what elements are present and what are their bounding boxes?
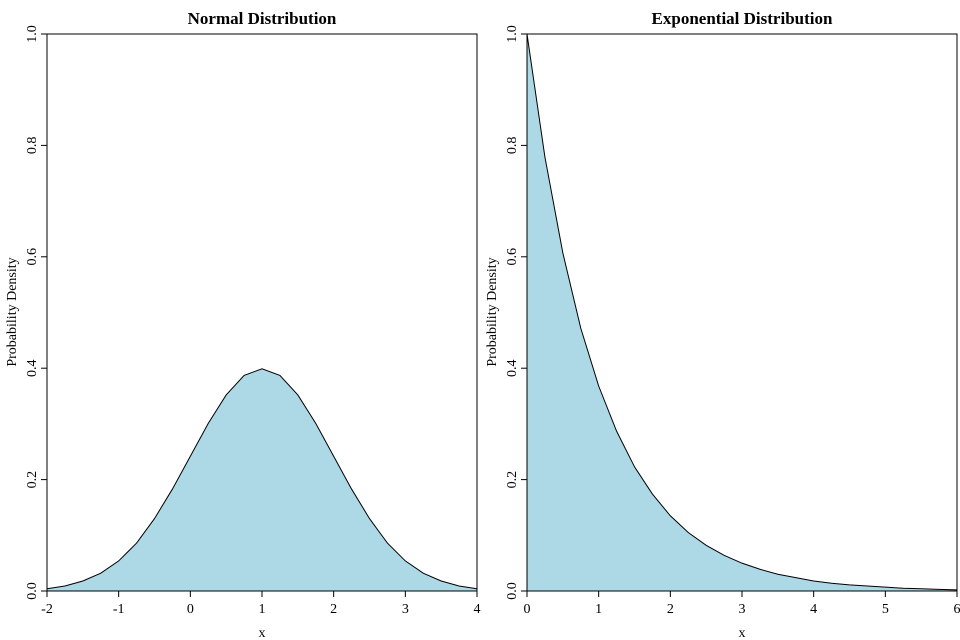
x-tick-label: 2: [330, 602, 337, 617]
y-axis-label: Probability Density: [485, 257, 500, 366]
x-tick-label: 1: [595, 602, 602, 617]
y-tick-label: 0.2: [25, 471, 40, 489]
density-area: [47, 368, 477, 591]
y-tick-label: 1.0: [505, 25, 520, 43]
x-tick-label: 0: [187, 602, 194, 617]
density-area: [527, 34, 957, 591]
density-curve: [46, 368, 478, 590]
x-axis-label: x: [259, 626, 266, 640]
x-tick-label: 4: [474, 602, 481, 617]
y-tick-label: 1.0: [25, 25, 40, 43]
y-tick-label: 0.6: [25, 248, 40, 266]
chart-title: Exponential Distribution: [652, 9, 833, 28]
y-tick-label: 0.6: [505, 248, 520, 266]
x-tick-label: 3: [402, 602, 409, 617]
y-axis-label: Probability Density: [5, 257, 20, 366]
y-tick-label: 0.0: [25, 582, 40, 600]
x-axis-label: x: [739, 626, 746, 640]
y-tick-label: 0.2: [505, 471, 520, 489]
x-tick-label: 5: [882, 602, 889, 617]
x-tick-label: -2: [41, 602, 53, 617]
x-tick-label: 4: [810, 602, 817, 617]
x-tick-label: 6: [954, 602, 960, 617]
x-tick-label: 1: [259, 602, 266, 617]
y-tick-label: 0.0: [505, 582, 520, 600]
y-tick-label: 0.8: [505, 137, 520, 155]
normal-distribution-panel: Normal Distribution x Probability Densit…: [5, 9, 481, 640]
density-curve: [526, 33, 958, 591]
y-tick-label: 0.4: [505, 359, 520, 377]
x-tick-label: 3: [739, 602, 746, 617]
y-tick-label: 0.8: [25, 137, 40, 155]
x-tick-label: 2: [667, 602, 674, 617]
x-tick-label: -1: [113, 602, 125, 617]
exponential-distribution-panel: Exponential Distribution x Probability D…: [485, 9, 960, 640]
chart-title: Normal Distribution: [188, 9, 337, 28]
x-tick-label: 0: [524, 602, 531, 617]
y-tick-label: 0.4: [25, 359, 40, 377]
